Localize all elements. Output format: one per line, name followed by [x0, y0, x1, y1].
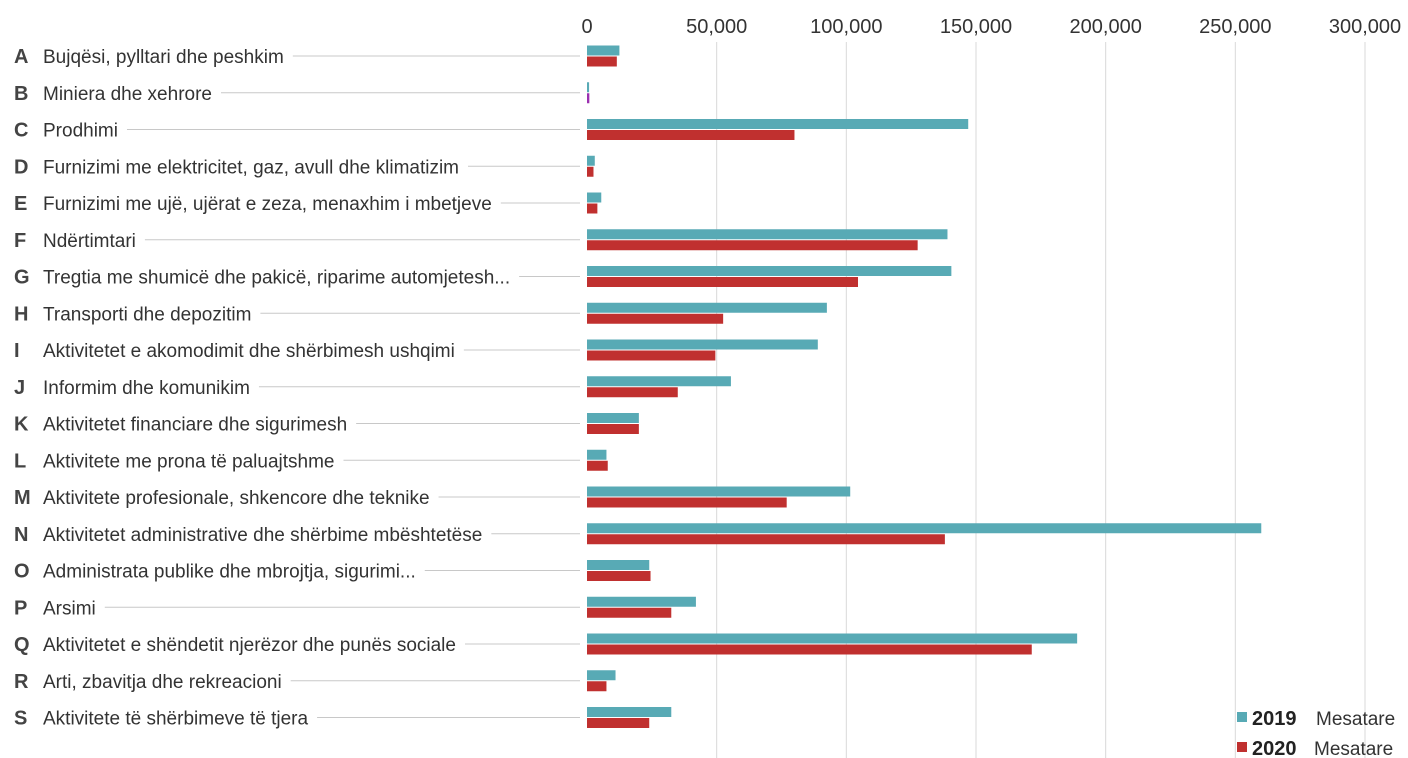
category-code: A	[14, 46, 28, 68]
bar-2020-E	[587, 203, 598, 214]
bar-2019-J	[587, 376, 731, 387]
bar-2019-N	[587, 523, 1262, 534]
bar-2020-M	[587, 497, 787, 508]
bar-2019-R	[587, 670, 616, 681]
category-code: F	[14, 230, 26, 252]
bar-2020-L	[587, 460, 608, 471]
x-tick-label: 200,000	[1070, 16, 1142, 38]
bar-2019-A	[587, 45, 620, 56]
category-label: Aktivitetet financiare dhe sigurimesh	[43, 415, 347, 436]
category-label: Aktivitete me prona të paluajtshme	[43, 451, 335, 472]
bar-2019-S	[587, 707, 672, 717]
category-code: K	[14, 414, 29, 436]
bar-2020-R	[587, 681, 607, 692]
bar-2020-I	[587, 350, 716, 361]
category-label: Administrata publike dhe mbrojtja, sigur…	[43, 562, 416, 583]
legend-label-2019: Mesatare	[1316, 709, 1395, 730]
category-code: J	[14, 377, 25, 399]
bar-2020-F	[587, 240, 918, 251]
category-label: Aktivitete të shërbimeve të tjera	[43, 709, 308, 730]
bar-2019-P	[587, 596, 696, 607]
bar-2020-Q	[587, 644, 1032, 655]
bar-2020-C	[587, 130, 795, 140]
legend-year-2019: 2019	[1252, 708, 1297, 730]
category-code: R	[14, 671, 29, 693]
bar-2019-L	[587, 449, 607, 460]
category-label: Informim dhe komunikim	[43, 378, 250, 399]
category-code: H	[14, 303, 28, 325]
category-code: M	[14, 487, 31, 509]
bar-2019-B	[587, 82, 590, 93]
category-label: Bujqësi, pylltari dhe peshkim	[43, 47, 284, 68]
bar-2020-D	[587, 166, 594, 177]
category-code: E	[14, 193, 27, 215]
category-code: N	[14, 524, 28, 546]
legend-swatch-2020	[1237, 742, 1247, 752]
bar-2019-F	[587, 229, 948, 240]
bar-2019-C	[587, 119, 969, 129]
category-label: Furnizimi me elektricitet, gaz, avull dh…	[43, 157, 459, 178]
bar-2020-O	[587, 571, 651, 581]
x-tick-label: 0	[581, 16, 592, 38]
category-label: Furnizimi me ujë, ujërat e zeza, menaxhi…	[43, 194, 492, 215]
bar-2019-E	[587, 192, 602, 203]
bar-2019-H	[587, 302, 827, 313]
category-code: C	[14, 120, 28, 142]
bar-2020-A	[587, 56, 617, 67]
category-code: G	[14, 267, 30, 289]
category-code: D	[14, 156, 28, 178]
x-tick-label: 50,000	[686, 16, 747, 38]
category-code: L	[14, 450, 26, 472]
x-tick-label: 100,000	[810, 16, 882, 38]
legend: 2019 Mesatare 2020 Mesatare	[1237, 708, 1395, 758]
category-code: P	[14, 597, 27, 619]
legend-item-2020: 2020 Mesatare	[1237, 738, 1393, 758]
legend-year-2020: 2020	[1252, 738, 1297, 758]
bars	[587, 45, 1262, 728]
bar-2020-P	[587, 607, 672, 618]
bar-2020-S	[587, 718, 650, 728]
category-label: Aktivitetet e shëndetit njerëzor dhe pun…	[43, 635, 456, 656]
category-label: Arsimi	[43, 598, 96, 619]
bar-2019-D	[587, 155, 595, 166]
bar-2020-B	[587, 93, 590, 104]
bar-2020-K	[587, 424, 639, 434]
category-code: B	[14, 83, 28, 105]
x-tick-label: 150,000	[940, 16, 1012, 38]
bar-2019-K	[587, 413, 639, 423]
x-tick-label: 300,000	[1329, 16, 1401, 38]
legend-item-2019: 2019 Mesatare	[1237, 708, 1395, 730]
bar-2019-O	[587, 560, 650, 570]
category-label: Aktivitetet administrative dhe shërbime …	[43, 525, 482, 546]
legend-swatch-2019	[1237, 712, 1247, 722]
x-axis-ticks: 0 50,000 100,000 150,000 200,000 250,000 300,0…	[581, 16, 1401, 38]
category-code: I	[14, 340, 20, 362]
category-code: S	[14, 708, 27, 730]
category-label: Aktivitete profesionale, shkencore dhe t…	[43, 488, 430, 509]
bar-2019-M	[587, 486, 851, 497]
category-label: Miniera dhe xehrore	[43, 84, 212, 105]
bar-2020-N	[587, 534, 945, 545]
bar-2020-H	[587, 313, 724, 324]
bar-2019-G	[587, 266, 952, 276]
category-code: O	[14, 561, 30, 583]
category-labels: A Bujqësi, pylltari dhe peshkim B Miniera d…	[14, 46, 580, 730]
bar-2020-J	[587, 387, 678, 398]
category-label: Prodhimi	[43, 121, 118, 142]
category-label: Aktivitetet e akomodimit dhe shërbimesh …	[43, 341, 455, 362]
x-tick-label: 250,000	[1199, 16, 1271, 38]
category-label: Transporti dhe depozitim	[43, 304, 251, 325]
category-label: Tregtia me shumicë dhe pakicë, riparime …	[43, 268, 510, 289]
bar-2019-Q	[587, 633, 1078, 644]
category-label: Arti, zbavitja dhe rekreacioni	[43, 672, 282, 693]
bar-2019-I	[587, 339, 818, 350]
bar-2020-G	[587, 277, 859, 287]
legend-label-2020: Mesatare	[1314, 739, 1393, 758]
category-label: Ndërtimtari	[43, 231, 136, 252]
category-code: Q	[14, 634, 30, 656]
